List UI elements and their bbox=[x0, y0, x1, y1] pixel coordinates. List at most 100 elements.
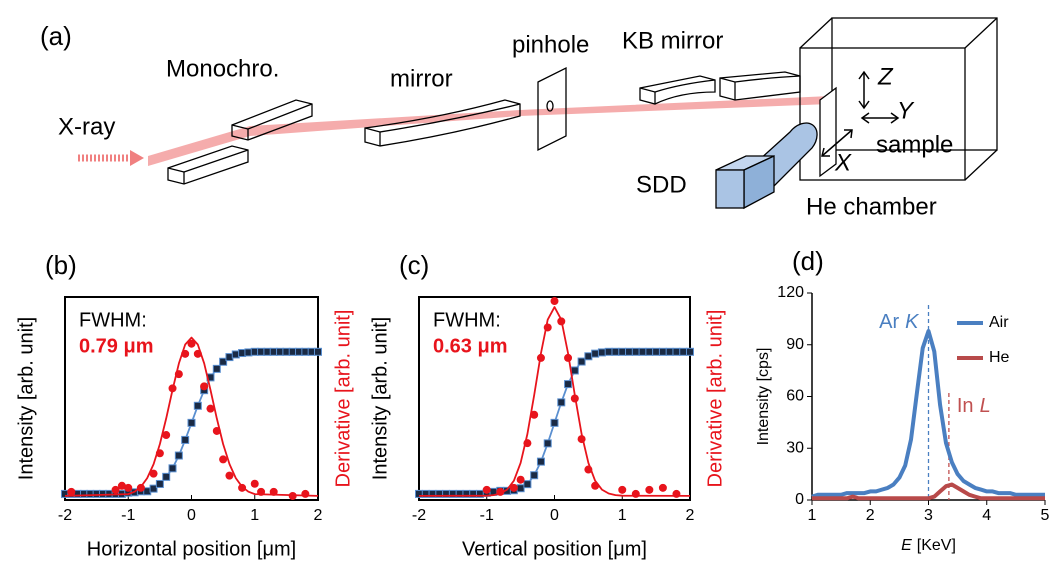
x-tick-label: 2 bbox=[686, 507, 695, 524]
series-line bbox=[418, 306, 691, 497]
data-point bbox=[557, 398, 566, 407]
y-axis-title: Intensity [arb. unit] bbox=[15, 317, 37, 480]
data-point bbox=[536, 457, 545, 466]
data-point bbox=[149, 469, 158, 478]
data-point bbox=[591, 349, 600, 358]
x-axis-title: Horizontal position [μm] bbox=[87, 538, 296, 560]
data-point bbox=[155, 479, 164, 488]
y-tick-label: 60 bbox=[786, 388, 804, 405]
x-tick-label: 1 bbox=[250, 507, 259, 524]
series-line bbox=[811, 329, 1045, 499]
he-chamber bbox=[799, 17, 998, 181]
data-point bbox=[530, 410, 539, 419]
sample-plate bbox=[819, 86, 837, 178]
data-point bbox=[314, 347, 322, 356]
x-tick-label: -2 bbox=[58, 507, 72, 524]
beam bbox=[148, 96, 830, 166]
data-point bbox=[564, 380, 573, 389]
data-point bbox=[658, 347, 667, 356]
data-point bbox=[645, 347, 654, 356]
monochro-label: Monochro. bbox=[166, 55, 279, 82]
data-point bbox=[672, 347, 681, 356]
pinhole bbox=[537, 66, 567, 152]
data-point bbox=[301, 489, 310, 498]
data-point bbox=[631, 489, 640, 498]
xray-label: X-ray bbox=[58, 113, 115, 140]
annotation-value: 0.79 μm bbox=[79, 335, 154, 357]
data-point bbox=[625, 347, 634, 356]
data-point bbox=[250, 479, 259, 488]
x-tick-label: 1 bbox=[808, 507, 817, 524]
data-point bbox=[611, 347, 620, 356]
y-tick-label: 30 bbox=[786, 439, 804, 456]
sdd-label: SDD bbox=[636, 171, 687, 198]
sample-label: sample bbox=[876, 131, 953, 158]
annotation-symbol: K bbox=[905, 311, 920, 333]
sdd-detector bbox=[715, 122, 818, 210]
kb-mirror bbox=[639, 71, 801, 105]
series-line bbox=[812, 482, 1045, 501]
data-point bbox=[550, 418, 559, 427]
axis-y-label: Y bbox=[897, 97, 915, 124]
y-axis-title: Intensity [arb. unit] bbox=[369, 317, 391, 480]
data-point bbox=[618, 347, 627, 356]
data-point bbox=[516, 475, 525, 484]
panel-label: (b) bbox=[45, 250, 77, 280]
data-point bbox=[665, 347, 674, 356]
annotation-text: Ar bbox=[879, 311, 899, 333]
data-point bbox=[645, 485, 654, 494]
data-point bbox=[162, 472, 171, 481]
chart-panel: (b) -2 -1 0 1 2 Horizontal position [μm] Intens… bbox=[15, 250, 354, 560]
sample-axes bbox=[821, 70, 900, 157]
x-tick-label: 0 bbox=[187, 507, 196, 524]
data-point bbox=[550, 297, 559, 306]
legend-label: He bbox=[989, 349, 1010, 366]
data-point bbox=[482, 485, 491, 494]
data-point bbox=[604, 347, 613, 356]
annotation-label: In L bbox=[957, 395, 991, 417]
data-point bbox=[168, 464, 177, 473]
x-tick-label: 1 bbox=[618, 507, 627, 524]
data-point bbox=[679, 347, 688, 356]
data-point bbox=[117, 481, 126, 490]
data-point bbox=[187, 339, 196, 348]
x-tick-label: -1 bbox=[121, 507, 135, 524]
annotation: FWHM: bbox=[433, 309, 501, 331]
data-point bbox=[577, 357, 586, 366]
data-point bbox=[149, 484, 158, 493]
x-tick-label: 0 bbox=[550, 507, 559, 524]
y-axis-title: Intensity [cps] bbox=[755, 348, 772, 446]
data-point bbox=[219, 357, 228, 366]
data-point bbox=[658, 483, 667, 492]
y2-axis-title: Derivative [arb. unit] bbox=[704, 310, 726, 488]
x-axis-title: E [KeV] bbox=[901, 537, 956, 554]
data-point bbox=[162, 431, 171, 440]
data-point bbox=[111, 485, 120, 494]
data-point bbox=[193, 401, 202, 410]
data-point bbox=[67, 487, 76, 496]
panel-label: (c) bbox=[399, 250, 429, 280]
data-point bbox=[225, 471, 234, 480]
y-tick-label: 0 bbox=[795, 491, 804, 508]
panel-label: (a) bbox=[40, 21, 72, 51]
data-point bbox=[516, 484, 525, 493]
panel-label: (d) bbox=[792, 246, 824, 276]
data-point bbox=[530, 471, 539, 480]
chart-panel: (c) -2 -1 0 1 2 Vertical position [μm] Intensit… bbox=[369, 250, 726, 560]
data-point bbox=[187, 418, 196, 427]
data-point bbox=[631, 347, 640, 356]
data-point bbox=[543, 439, 552, 448]
data-point bbox=[124, 483, 133, 492]
data-point bbox=[174, 451, 183, 460]
x-tick-label: 3 bbox=[924, 507, 933, 524]
annotation-text: In bbox=[957, 395, 974, 417]
data-point bbox=[219, 455, 228, 464]
pinhole-label: pinhole bbox=[512, 31, 589, 58]
data-point bbox=[638, 347, 647, 356]
xray-arrow-head bbox=[130, 150, 144, 166]
x-tick-label: 4 bbox=[982, 507, 991, 524]
annotation-symbol: L bbox=[980, 395, 991, 417]
x-tick-label: -2 bbox=[412, 507, 426, 524]
